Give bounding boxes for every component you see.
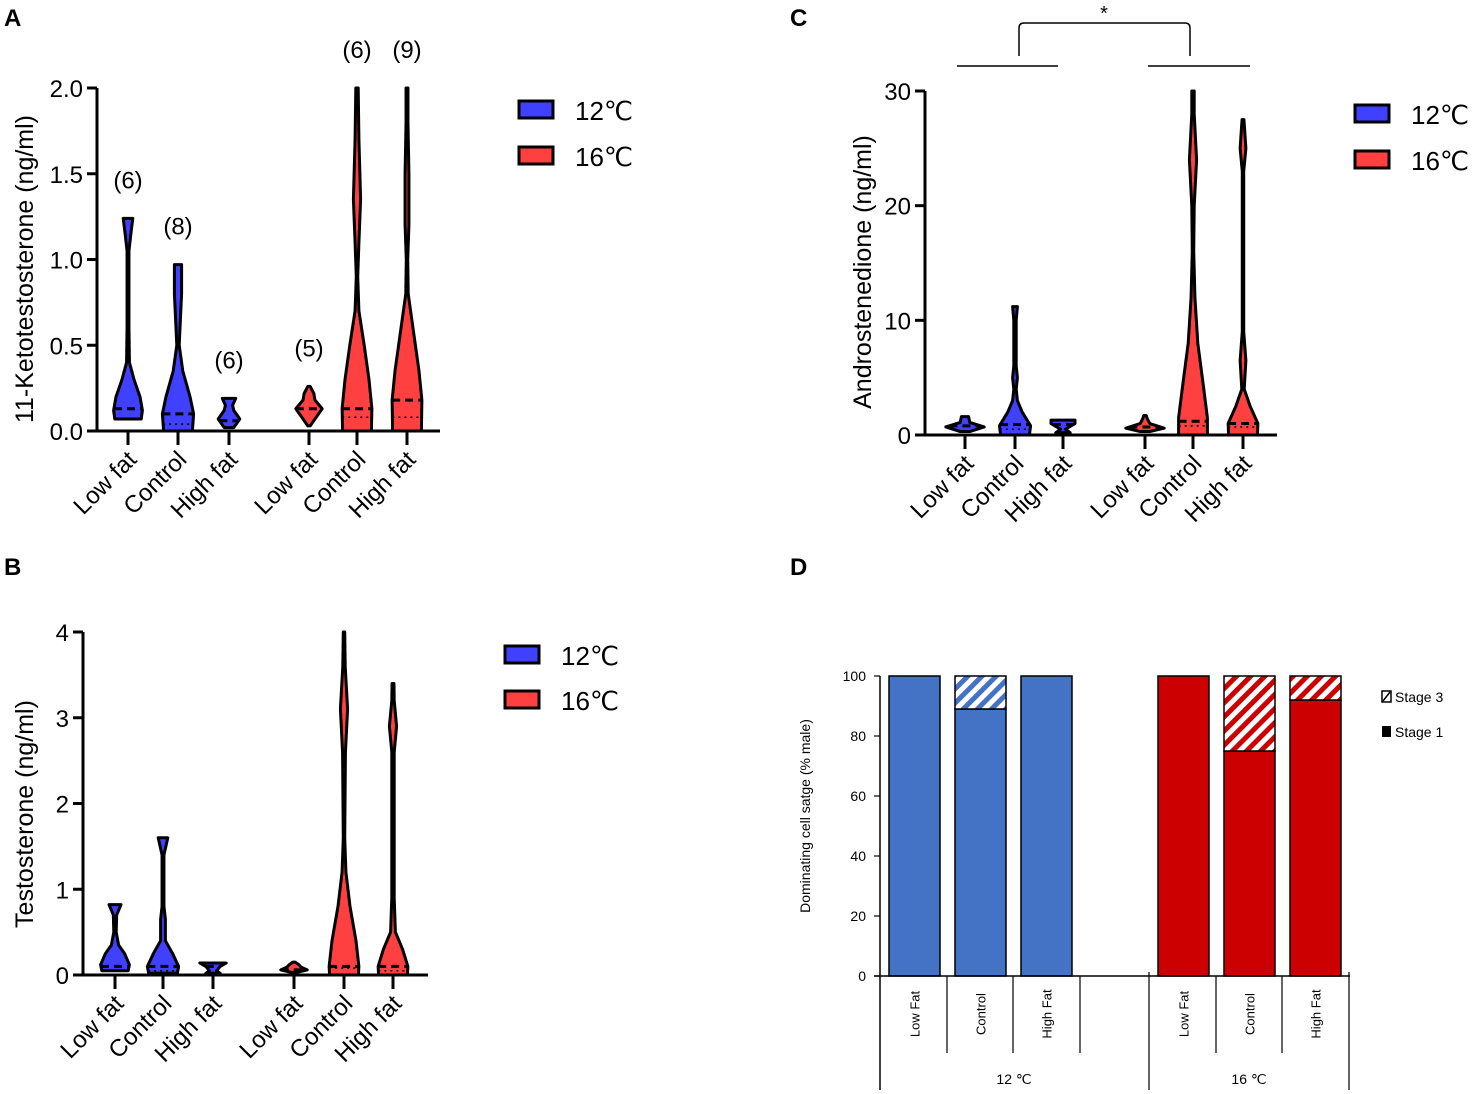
y-tick-label: 0: [858, 968, 866, 984]
y-tick-label: 40: [850, 848, 866, 864]
y-tick-label: 0: [56, 963, 69, 990]
y-axis-label: Dominating cell satge (% male): [797, 719, 813, 913]
bar-stage-1: [954, 708, 1007, 977]
violin: [198, 961, 228, 975]
legend-swatch-blue: [503, 644, 541, 665]
legend-swatch-blue: [1353, 103, 1391, 124]
bar-stage-3: [1289, 675, 1342, 701]
group-label: 12 ℃: [996, 1071, 1031, 1087]
bar-stage-1: [1223, 750, 1276, 977]
violin: [1226, 118, 1260, 437]
y-tick-label: 3: [56, 706, 69, 733]
y-tick-label: 80: [850, 728, 866, 744]
violin: [327, 630, 361, 977]
x-category-label: Control: [1243, 993, 1258, 1035]
y-tick-label: 2.0: [50, 76, 83, 103]
legend-swatch-red: [1353, 149, 1391, 170]
legend-label: 16℃: [1411, 146, 1469, 176]
sample-size-label: (9): [392, 37, 421, 64]
y-axis-label: 11-Ketotestosterone (ng/ml): [11, 115, 39, 423]
panel-label-c: C: [790, 5, 807, 32]
legend-label: 12℃: [575, 96, 633, 126]
violin: [294, 384, 324, 428]
y-tick-label: 100: [843, 668, 867, 684]
legend-label: Stage 1: [1395, 724, 1443, 740]
x-category-label: High Fat: [1309, 989, 1324, 1039]
legend-swatch-blue: [517, 99, 555, 120]
bar-stage-1: [1020, 675, 1073, 977]
y-tick-label: 30: [884, 79, 911, 106]
legend-hatch: [1382, 691, 1391, 702]
y-tick-label: 60: [850, 788, 866, 804]
violin: [99, 903, 131, 973]
significance-bracket: [1018, 22, 1191, 56]
bar-stage-1: [1157, 675, 1210, 977]
legend-label: 12℃: [561, 641, 619, 671]
legend-swatch-red: [517, 145, 555, 166]
y-tick-label: 4: [56, 620, 69, 647]
violin: [944, 415, 986, 434]
y-tick-label: 0.5: [50, 333, 83, 360]
sample-size-label: (8): [163, 214, 192, 241]
violin: [390, 86, 424, 433]
panel-label-b: B: [4, 554, 21, 581]
y-axis-label: Testosterone (ng/ml): [11, 700, 39, 928]
y-tick-label: 20: [884, 194, 911, 221]
y-tick-label: 0.0: [50, 419, 83, 446]
violin: [145, 836, 181, 975]
legend-label: 12℃: [1411, 100, 1469, 130]
bar-stage-3: [954, 675, 1007, 710]
bar-stage-3: [1223, 675, 1276, 752]
x-category-label: High Fat: [1040, 989, 1055, 1039]
x-category-label: Control: [974, 993, 989, 1035]
y-tick-label: 1.5: [50, 162, 83, 189]
sample-size-label: (6): [113, 167, 142, 194]
violin: [376, 681, 410, 977]
y-tick-label: 1: [56, 877, 69, 904]
x-category-label: Low Fat: [908, 990, 923, 1037]
panel-label-d: D: [790, 554, 807, 581]
y-axis-label: Androstenedione (ng/ml): [849, 135, 877, 409]
violin: [340, 86, 374, 433]
bar-stage-1: [888, 675, 941, 977]
sample-size-label: (5): [294, 335, 323, 362]
panel-d-chart: Low Fat Control High Fat Low Fat Control High…: [797, 668, 1443, 1090]
group-label: 16 ℃: [1231, 1071, 1266, 1087]
legend-label: 16℃: [561, 686, 619, 716]
legend-swatch-stage-1: [1382, 726, 1391, 737]
panel-label-a: A: [4, 5, 21, 32]
violin: [1049, 418, 1077, 435]
y-tick-label: 10: [884, 308, 911, 335]
violin: [1124, 414, 1166, 434]
y-tick-label: 2: [56, 792, 69, 819]
y-tick-label: 20: [850, 908, 866, 924]
violin: [1177, 89, 1209, 437]
legend-label: Stage 3: [1395, 689, 1443, 705]
bar-stage-1: [1289, 699, 1342, 977]
violin: [112, 216, 144, 421]
x-category-label: Low Fat: [1177, 990, 1192, 1037]
violin: [216, 396, 242, 430]
legend-swatch-red: [503, 689, 541, 710]
sample-size-label: (6): [342, 37, 371, 64]
y-tick-label: 0: [898, 423, 911, 450]
violin: [997, 305, 1033, 437]
y-tick-label: 1.0: [50, 248, 83, 275]
panel-a: Low fat(6)Control(8)High fat(6)Low fat(5…: [11, 37, 633, 524]
violin: [160, 263, 196, 433]
significance-marker: *: [1100, 3, 1108, 25]
legend-label: 16℃: [575, 142, 633, 172]
sample-size-label: (6): [214, 347, 243, 374]
